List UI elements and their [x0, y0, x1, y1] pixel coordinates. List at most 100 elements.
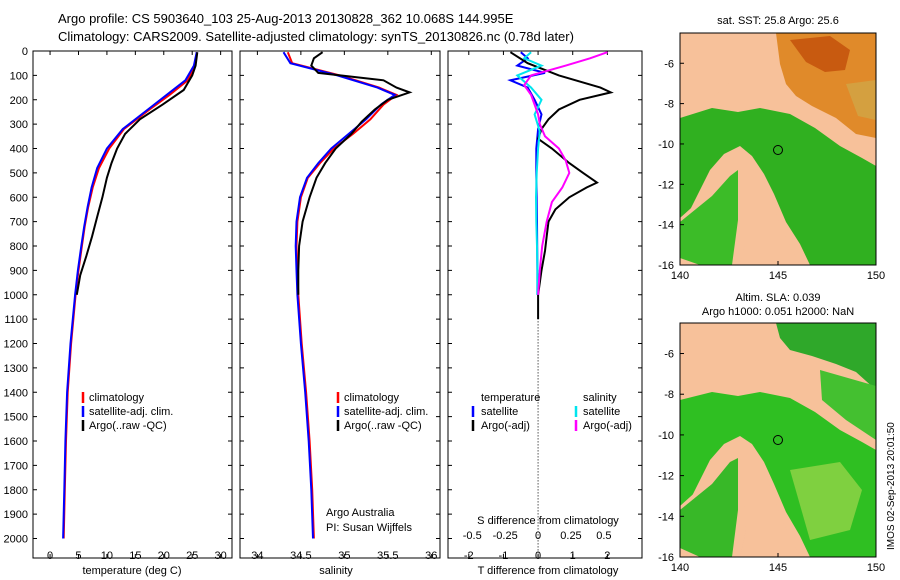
x-tick-label: 2	[604, 550, 610, 562]
depth-tick-label: 2000	[4, 534, 28, 546]
map-x-tick-label: 145	[769, 270, 787, 282]
salinity-chart: 34 34.5 35 35.5 36	[240, 50, 440, 562]
map-y-tick-label: -14	[658, 511, 674, 523]
x-tick-label: 0	[47, 550, 53, 562]
legend-label-argo: Argo(..raw -QC)	[89, 420, 167, 432]
map-x-tick-label: 140	[671, 562, 689, 574]
temperature-xlabel: temperature (deg C)	[82, 565, 181, 577]
legend-header-salinity: salinity	[583, 392, 617, 404]
difference-panel-frame	[447, 50, 643, 559]
top-tick-label: 0.25	[560, 530, 581, 542]
series-line	[522, 51, 608, 295]
legend-label-satellite: satellite-adj. clim.	[89, 406, 173, 418]
series-line	[62, 51, 198, 539]
map-x-tick-label: 150	[867, 270, 885, 282]
legend-label-t-argo: Argo(-adj)	[481, 420, 530, 432]
footer-stamp: IMOS 02-Sep-2013 20:01:50	[886, 422, 897, 550]
depth-tick-label: 1400	[4, 387, 28, 399]
credit-line-2: PI: Susan Wijffels	[326, 522, 412, 534]
depth-tick-label: 1000	[4, 290, 28, 302]
legend-header-temperature: temperature	[481, 392, 540, 404]
sla-map-cape-york	[740, 448, 800, 557]
map-y-tick-label: -6	[664, 58, 674, 70]
x-tick-label: 25	[186, 550, 198, 562]
depth-tick-label: 400	[10, 144, 28, 156]
sst-map-axis: 140 145 150 -6 -8 -10 -12 -14 -16	[658, 58, 885, 282]
x-tick-label: 35	[338, 550, 350, 562]
x-tick-label: 36	[425, 550, 437, 562]
depth-tick-label: 600	[10, 192, 28, 204]
x-tick-label: 30	[215, 550, 227, 562]
map-y-tick-label: -8	[664, 389, 674, 401]
depth-tick-label: 800	[10, 241, 28, 253]
sst-map-profile-marker	[773, 145, 783, 155]
difference-legend: temperature salinity satellite Argo(-adj…	[471, 392, 632, 432]
x-tick-label: 35.5	[377, 550, 398, 562]
salinity-panel-frame	[239, 50, 441, 559]
top-tick-label: -0.5	[463, 530, 482, 542]
x-tick-label: 34	[251, 550, 263, 562]
sla-map-profile-marker	[773, 435, 783, 445]
x-tick-label: -1	[499, 550, 509, 562]
x-tick-label: 34.5	[290, 550, 311, 562]
series-line	[297, 51, 413, 295]
salinity-xlabel: salinity	[319, 565, 353, 577]
legend-label-s-argo: Argo(-adj)	[583, 420, 632, 432]
title-line-1: Argo profile: CS 5903640_103 25-Aug-2013…	[58, 11, 514, 26]
series-line	[515, 51, 545, 295]
sst-map-cape-york	[740, 160, 800, 265]
series-line	[509, 51, 614, 320]
temperature-legend: climatology satellite-adj. clim. Argo(..…	[81, 392, 173, 432]
map-y-tick-label: -16	[658, 552, 674, 564]
depth-tick-label: 0	[22, 46, 28, 58]
legend-label-satellite: satellite-adj. clim.	[344, 406, 428, 418]
sst-map-warm-patch	[790, 36, 850, 72]
x-tick-label: 20	[158, 550, 170, 562]
depth-tick-label: 1600	[4, 436, 28, 448]
difference-xlabel: T difference from climatology	[478, 565, 619, 577]
sla-map-title-2: Argo h1000: 0.051 h2000: NaN	[702, 306, 854, 318]
map-x-tick-label: 150	[867, 562, 885, 574]
depth-axis: 0 100 200 300 400 500 600 700 800 900 1000 1100 1200…	[4, 46, 28, 546]
depth-tick-label: 500	[10, 168, 28, 180]
depth-tick-label: 900	[10, 265, 28, 277]
map-y-tick-label: -8	[664, 99, 674, 111]
series-line	[282, 51, 397, 539]
sla-map-title-1: Altim. SLA: 0.039	[736, 292, 821, 304]
map-y-tick-label: -12	[658, 179, 674, 191]
x-tick-label: 5	[75, 550, 81, 562]
map-y-tick-label: -10	[658, 430, 674, 442]
x-tick-label: -2	[464, 550, 474, 562]
sla-map-sea-east	[820, 370, 876, 440]
sst-map-warm-sea	[776, 33, 876, 138]
map-y-tick-label: -10	[658, 139, 674, 151]
sst-map-title: sat. SST: 25.8 Argo: 25.6	[717, 15, 839, 27]
depth-tick-label: 1800	[4, 485, 28, 497]
difference-top-axis-label: S difference from climatology	[477, 515, 619, 527]
sst-map	[679, 32, 877, 266]
top-tick-label: -0.25	[493, 530, 518, 542]
depth-tick-label: 1500	[4, 412, 28, 424]
top-tick-label: 0.5	[596, 530, 611, 542]
legend-label-t-satellite: satellite	[481, 406, 518, 418]
x-tick-label: 10	[101, 550, 113, 562]
sst-map-warm-patch-2	[846, 80, 876, 120]
legend-label-s-satellite: satellite	[583, 406, 620, 418]
depth-tick-label: 200	[10, 95, 28, 107]
depth-tick-label: 1200	[4, 339, 28, 351]
sst-map-png-land	[680, 33, 768, 106]
depth-tick-label: 300	[10, 119, 28, 131]
temperature-chart: 0 5 10 15 20 25 30	[33, 50, 232, 562]
sst-map-gulf-sea	[680, 170, 738, 265]
legend-label-climatology: climatology	[89, 392, 145, 404]
map-y-tick-label: -14	[658, 220, 674, 232]
series-line	[75, 52, 199, 295]
x-tick-label: 1	[570, 550, 576, 562]
sst-map-green-sea	[680, 108, 876, 265]
sla-map	[679, 322, 877, 558]
legend-label-climatology: climatology	[344, 392, 400, 404]
sla-map-sea-north	[776, 323, 876, 390]
title-line-2: Climatology: CARS2009. Satellite-adjuste…	[58, 29, 574, 44]
x-tick-label: 15	[129, 550, 141, 562]
